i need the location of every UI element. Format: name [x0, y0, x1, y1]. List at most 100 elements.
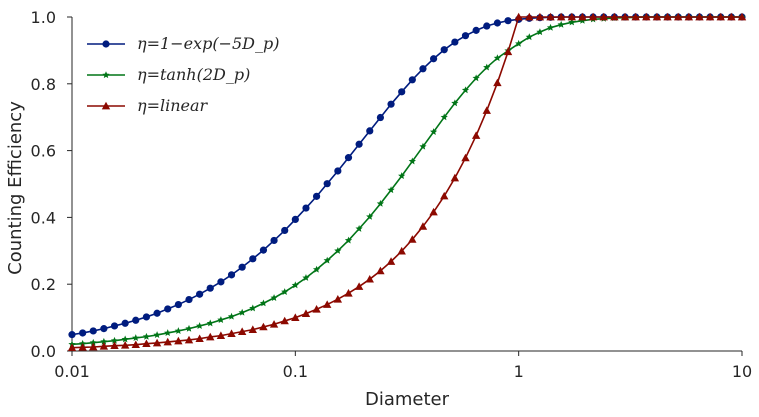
data-point: [344, 236, 353, 244]
data-point: [429, 207, 438, 216]
data-point: [461, 86, 470, 94]
data-point: [281, 226, 289, 235]
data-point: [110, 322, 119, 330]
data-point: [344, 154, 353, 162]
data-point: [397, 246, 406, 255]
data-point: [227, 329, 236, 337]
data-point: [259, 246, 268, 254]
data-point: [121, 335, 129, 343]
data-point: [206, 284, 214, 292]
series-2: [68, 13, 746, 348]
data-point: [493, 19, 501, 27]
data-point: [695, 12, 704, 21]
x-tick-label: 10: [732, 362, 752, 381]
data-point: [152, 338, 162, 347]
x-tick-label: 0.1: [283, 362, 308, 381]
data-point: [334, 247, 342, 254]
legend-swatch-marker: [101, 101, 111, 110]
data-point: [333, 295, 343, 303]
data-point: [217, 278, 225, 286]
legend: η=1−exp(−5D_p) η=tanh(2D_p) η=linear: [87, 34, 279, 115]
data-point: [216, 331, 226, 339]
data-point: [68, 331, 76, 339]
y-tick-label: 0.2: [31, 275, 56, 294]
data-point: [302, 204, 310, 212]
data-point: [451, 38, 459, 46]
data-point: [366, 127, 374, 135]
data-point: [132, 334, 140, 342]
legend-label: η=tanh(2D_p): [137, 65, 250, 84]
data-point: [483, 22, 491, 30]
x-tick-label: 0.01: [54, 362, 90, 381]
data-point: [684, 12, 694, 21]
data-point: [376, 199, 385, 207]
data-point: [398, 172, 406, 180]
y-axis-label: Counting Efficiency: [5, 101, 26, 275]
data-point: [249, 255, 257, 263]
data-point: [323, 256, 331, 264]
data-point: [227, 271, 236, 279]
data-point: [78, 343, 87, 351]
data-point: [716, 12, 725, 21]
data-point: [482, 106, 491, 114]
data-point: [89, 342, 98, 351]
data-point: [174, 327, 182, 335]
data-point: [652, 12, 662, 21]
data-point: [164, 305, 172, 313]
data-point: [419, 65, 427, 73]
data-point: [440, 113, 448, 121]
data-point: [142, 313, 151, 321]
x-axis-label: Diameter: [365, 389, 450, 410]
data-point: [567, 12, 577, 21]
data-point: [195, 334, 204, 343]
data-point: [291, 313, 300, 321]
data-point: [174, 336, 183, 345]
data-point: [110, 336, 119, 344]
data-point: [461, 153, 470, 162]
data-point: [376, 266, 385, 275]
data-point: [323, 180, 331, 188]
data-point: [206, 332, 215, 341]
data-point: [450, 173, 460, 182]
data-point: [238, 308, 246, 316]
data-point: [472, 74, 480, 82]
data-point: [387, 186, 395, 194]
data-point: [120, 341, 130, 349]
data-point: [578, 12, 587, 21]
data-point: [184, 335, 194, 344]
data-point: [291, 215, 299, 224]
data-point: [737, 12, 747, 21]
data-point: [196, 322, 204, 330]
data-point: [631, 12, 640, 21]
data-point: [174, 300, 182, 309]
data-point: [185, 324, 193, 332]
data-point: [312, 305, 321, 313]
data-point: [440, 191, 449, 200]
data-point: [67, 343, 77, 352]
data-point: [705, 12, 715, 21]
series-layer: [67, 12, 747, 352]
data-point: [79, 329, 87, 337]
data-point: [493, 54, 502, 62]
data-point: [206, 319, 214, 327]
data-point: [100, 325, 108, 333]
data-point: [419, 142, 427, 150]
data-point: [270, 236, 278, 245]
data-point: [217, 316, 225, 324]
data-point: [142, 339, 151, 348]
data-point: [588, 12, 598, 21]
data-point: [227, 312, 236, 320]
data-point: [503, 47, 513, 56]
data-point: [546, 23, 555, 31]
legend-label: η=1−exp(−5D_p): [137, 34, 279, 53]
data-point: [398, 88, 406, 96]
data-point: [238, 263, 246, 271]
data-point: [376, 113, 385, 122]
data-point: [493, 78, 502, 87]
data-point: [100, 337, 108, 345]
data-point: [440, 46, 448, 54]
data-point: [344, 289, 353, 297]
data-point: [418, 222, 428, 230]
data-point: [727, 12, 736, 21]
data-point: [525, 33, 533, 41]
